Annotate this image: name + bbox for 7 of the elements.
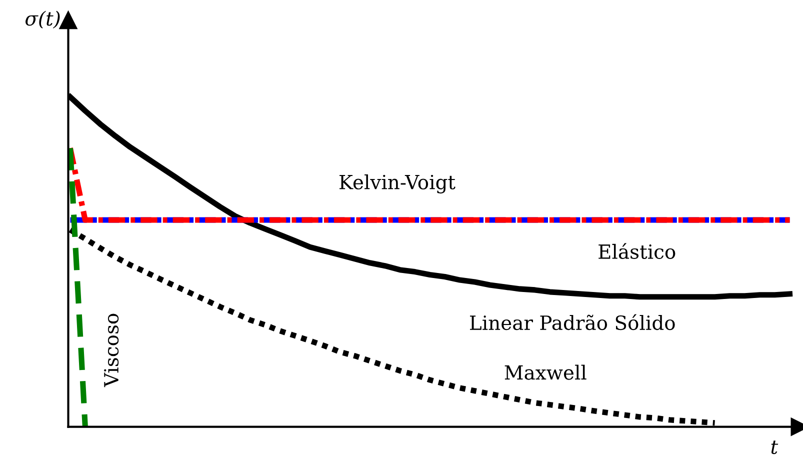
series-label: Linear Padrão Sólido xyxy=(470,314,675,330)
series-label: Kelvin-Voigt xyxy=(340,174,456,194)
text: Viscoso xyxy=(104,314,119,388)
series-label: Elástico xyxy=(598,243,676,259)
x-axis-title: t xyxy=(771,440,778,454)
series-label: Maxwell xyxy=(504,364,586,380)
y-axis-title: σ(t) xyxy=(26,10,60,29)
